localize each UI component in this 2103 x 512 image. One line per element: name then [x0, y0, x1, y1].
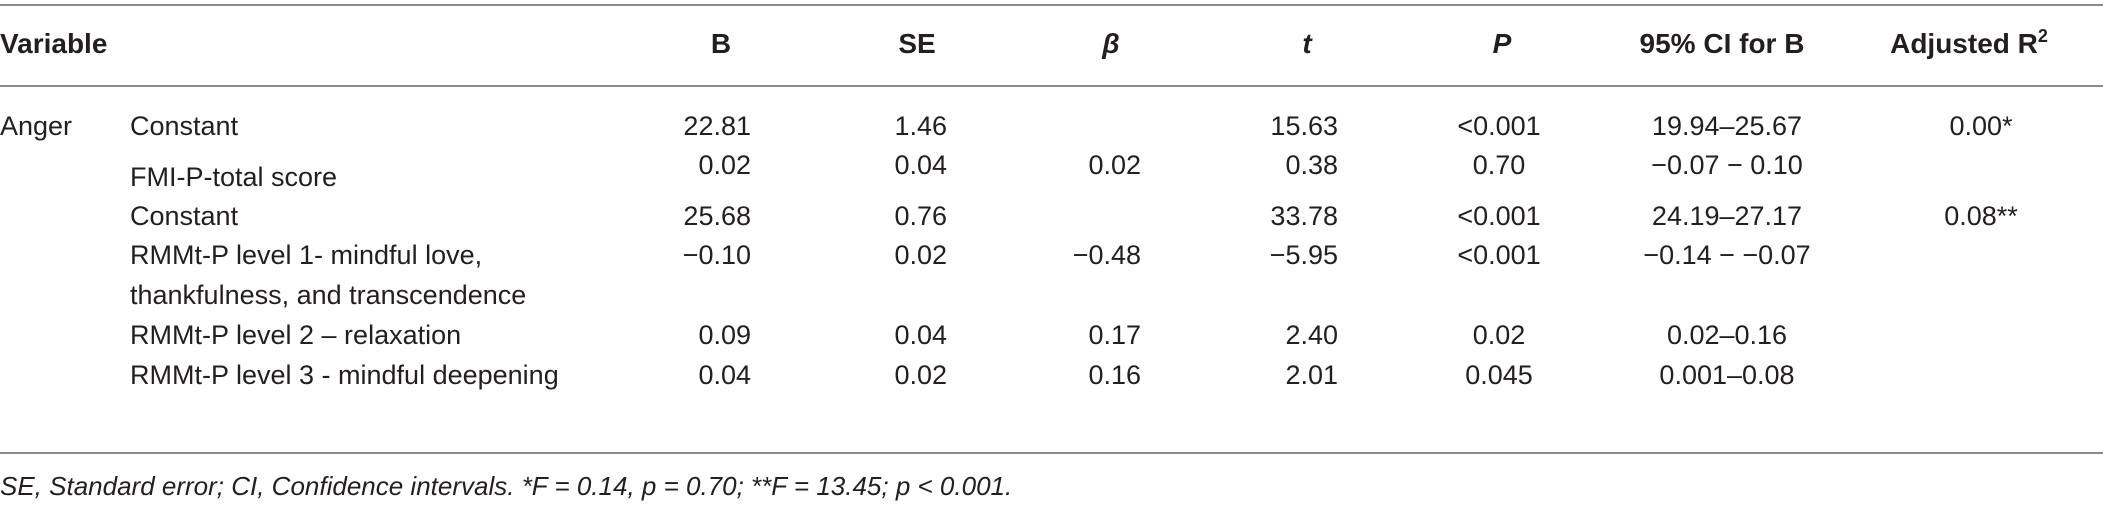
- cell-beta: 0.16: [1088, 360, 1141, 390]
- cell-ci: 24.19–27.17: [1651, 201, 1803, 231]
- cell-se: 0.04: [894, 320, 947, 350]
- cell-p: <0.001: [1457, 240, 1541, 270]
- header-adjusted-r-superscript: 2: [2037, 26, 2048, 46]
- top-rule: [0, 4, 2103, 6]
- cell-t: 2.01: [1285, 360, 1338, 390]
- cell-ci: −0.07 − 0.10: [1651, 150, 1803, 180]
- cell-se: 1.46: [894, 111, 947, 141]
- cell-p: 0.70: [1472, 150, 1526, 180]
- cell-p: 0.02: [1472, 320, 1526, 350]
- cell-b: 22.81: [683, 111, 751, 141]
- cell-p: 0.045: [1465, 360, 1533, 390]
- row-label: Constant: [130, 111, 239, 141]
- cell-b: 0.04: [698, 360, 751, 390]
- cell-b: −0.10: [682, 240, 751, 270]
- cell-se: 0.04: [894, 150, 947, 180]
- row-label: Constant: [130, 201, 239, 231]
- header-b: B: [710, 28, 732, 59]
- cell-b: 0.02: [698, 150, 751, 180]
- cell-t: 33.78: [1270, 201, 1338, 231]
- header-adjusted-r2: Adjusted R2: [1890, 27, 2048, 61]
- header-p: P: [1492, 28, 1512, 59]
- cell-t: 15.63: [1270, 111, 1338, 141]
- cell-ci: 0.001–0.08: [1659, 360, 1795, 390]
- cell-adjusted-r2: 0.08**: [1944, 201, 2018, 231]
- cell-se: 0.02: [894, 240, 947, 270]
- row-label: RMMt-P level 3 - mindful deepening: [130, 360, 559, 390]
- cell-ci: 0.02–0.16: [1666, 320, 1788, 350]
- cell-ci: 19.94–25.67: [1651, 111, 1803, 141]
- row-label-continued: thankfulness, and transcendence: [130, 280, 527, 310]
- table-footnote: SE, Standard error; CI, Confidence inter…: [0, 471, 1013, 501]
- cell-p: <0.001: [1457, 111, 1541, 141]
- cell-b: 0.09: [698, 320, 751, 350]
- cell-adjusted-r2: 0.00*: [1949, 111, 2013, 141]
- group-label: Anger: [0, 111, 73, 141]
- cell-t: −5.95: [1269, 240, 1338, 270]
- cell-p: <0.001: [1457, 201, 1541, 231]
- header-ci: 95% CI for B: [1639, 28, 1805, 59]
- cell-b: 25.68: [683, 201, 751, 231]
- header-se: SE: [898, 28, 936, 59]
- cell-se: 0.02: [894, 360, 947, 390]
- cell-t: 0.38: [1285, 150, 1338, 180]
- cell-beta: 0.02: [1088, 150, 1141, 180]
- header-t: t: [1302, 28, 1312, 59]
- cell-beta: 0.17: [1088, 320, 1141, 350]
- bottom-rule: [0, 452, 2103, 454]
- cell-t: 2.40: [1285, 320, 1338, 350]
- row-label: FMI-P-total score: [130, 162, 338, 192]
- header-beta: β: [1102, 28, 1120, 59]
- cell-se: 0.76: [894, 201, 947, 231]
- header-adjusted-r-label: Adjusted R: [1890, 28, 2038, 59]
- row-label: RMMt-P level 2 – relaxation: [130, 320, 462, 350]
- row-label: RMMt-P level 1- mindful love,: [130, 240, 483, 270]
- header-rule: [0, 85, 2103, 87]
- cell-beta: −0.48: [1072, 240, 1141, 270]
- header-variable: Variable: [0, 28, 108, 59]
- cell-ci: −0.14 − −0.07: [1643, 240, 1811, 270]
